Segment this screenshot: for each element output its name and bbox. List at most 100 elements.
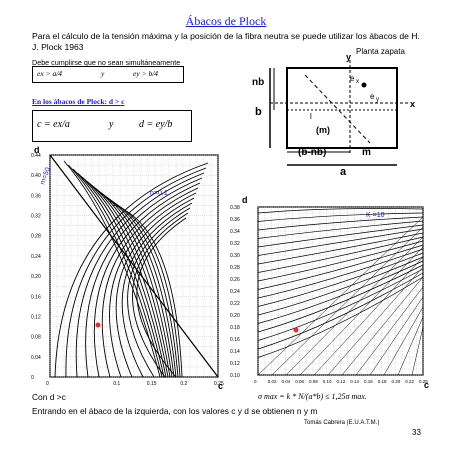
plan-label: Planta zapata bbox=[356, 47, 405, 56]
condition-note: Debe cumplirse que no sean simultáneamen… bbox=[32, 58, 181, 67]
right-curve-label: K =10 bbox=[366, 212, 385, 219]
right-ytick: 0.10 bbox=[230, 373, 240, 379]
left-m-curve bbox=[109, 192, 197, 378]
con-label: Con d >c bbox=[32, 392, 66, 402]
left-m-curve bbox=[121, 202, 193, 378]
left-m-curve bbox=[136, 217, 187, 378]
left-curve-label2: n=0.1 bbox=[150, 190, 168, 197]
left-m-curve bbox=[93, 182, 201, 378]
right-k-curve bbox=[257, 272, 424, 350]
left-ytick: 0.08 bbox=[31, 335, 41, 341]
left-xtick: 0.1 bbox=[113, 381, 120, 387]
left-m-curve bbox=[85, 177, 203, 378]
formula-box: c = ex/a y d = ey/b bbox=[32, 110, 192, 142]
neutral-axis-line bbox=[304, 74, 371, 144]
left-m-curve bbox=[132, 212, 189, 378]
right-xtick: 0.16 bbox=[364, 379, 373, 384]
right-ytick: 0.12 bbox=[230, 361, 240, 367]
load-point bbox=[361, 82, 367, 88]
formula-and: y bbox=[109, 119, 114, 130]
left-n-curve bbox=[113, 204, 183, 378]
right-radial-line bbox=[383, 306, 424, 376]
right-k-curve bbox=[257, 212, 424, 222]
right-ytick: 0.32 bbox=[230, 241, 240, 247]
right-xtick: 0.04 bbox=[282, 379, 291, 384]
right-k-curve bbox=[257, 224, 424, 248]
label-ey-sub: y bbox=[376, 97, 379, 103]
footer-line: Entrando en el ábaco de la izquierda, co… bbox=[32, 406, 318, 416]
label-l: l bbox=[310, 112, 312, 121]
right-ytick: 0.24 bbox=[230, 289, 240, 295]
left-ytick: 0 bbox=[31, 375, 34, 381]
label-nb: nb bbox=[252, 77, 264, 88]
right-k-curve bbox=[257, 252, 424, 307]
left-m-curve bbox=[75, 172, 205, 378]
left-marker-point bbox=[95, 322, 101, 328]
right-radial-line bbox=[313, 256, 424, 376]
label-x: x bbox=[410, 99, 415, 109]
right-ytick: 0.14 bbox=[230, 349, 240, 355]
label-y: y bbox=[346, 55, 351, 62]
left-n-curve bbox=[77, 172, 167, 378]
right-xtick: 0.02 bbox=[268, 379, 277, 384]
right-marker-point bbox=[293, 327, 299, 333]
label-ex: e bbox=[350, 74, 355, 83]
right-xtick: 0.10 bbox=[323, 379, 332, 384]
right-ytick: 0.36 bbox=[230, 217, 240, 223]
subtitle: En los ábacos de Plock: d > c bbox=[32, 97, 125, 106]
right-k-curve bbox=[257, 256, 424, 316]
left-abacus-chart: d c m=50 n=0.1 0.440.400.360.320.280.240… bbox=[31, 145, 224, 390]
right-k-curve bbox=[257, 240, 424, 282]
credit: Tomás Cabrera (E.U.A.T.M.) bbox=[304, 420, 380, 426]
right-radial-line bbox=[355, 286, 424, 376]
right-ytick: 0.26 bbox=[230, 277, 240, 283]
label-ey: e bbox=[370, 92, 375, 101]
right-k-curve bbox=[257, 220, 424, 239]
right-ytick: 0.28 bbox=[230, 265, 240, 271]
right-k-curve bbox=[257, 228, 424, 256]
right-radial-line bbox=[411, 326, 424, 376]
right-radial-line bbox=[327, 266, 424, 376]
right-k-curve bbox=[257, 216, 424, 231]
left-m-curve bbox=[127, 207, 191, 378]
right-ytick: 0.22 bbox=[230, 301, 240, 307]
right-k-curve bbox=[257, 232, 424, 265]
footing-plan-diagram: y x nb b (b-nb) m (m) e x e y l a bbox=[252, 55, 415, 175]
sigma-equation: σ max = k * N/(a*b) ≤ 1,25σ max. bbox=[258, 392, 367, 401]
right-k-curve bbox=[257, 260, 424, 324]
left-ytick: 0.20 bbox=[31, 274, 41, 280]
left-chart-ylabel: d bbox=[34, 145, 40, 155]
right-xtick: 0.12 bbox=[337, 379, 346, 384]
left-xtick: 0.15 bbox=[147, 381, 157, 387]
right-radial-line bbox=[299, 246, 424, 376]
left-ytick: 0.12 bbox=[31, 314, 41, 320]
left-ytick: 0.40 bbox=[31, 173, 41, 179]
left-ytick: 0.16 bbox=[31, 294, 41, 300]
right-radial-line bbox=[397, 316, 424, 376]
right-xtick: 0.22 bbox=[405, 379, 414, 384]
right-xtick: 0.25 bbox=[419, 379, 428, 384]
left-m-curve bbox=[101, 187, 199, 378]
left-ytick: 0.28 bbox=[31, 234, 41, 240]
right-chart-xlabel: c bbox=[424, 380, 429, 390]
right-radial-line bbox=[285, 236, 424, 376]
left-chart-xlabel: c bbox=[218, 381, 223, 390]
conditions-box: ex > a/4 y ey > b/4 bbox=[32, 66, 184, 83]
left-ytick: 0.24 bbox=[31, 254, 41, 260]
left-xtick: 0.25 bbox=[214, 381, 224, 387]
footing-outline bbox=[286, 67, 398, 149]
right-k-curve bbox=[257, 264, 424, 333]
right-k-curve bbox=[257, 244, 424, 290]
right-ytick: 0.30 bbox=[230, 253, 240, 259]
left-m-curve bbox=[54, 162, 209, 378]
left-m-curve bbox=[65, 167, 207, 378]
label-m: m bbox=[362, 147, 371, 158]
formula-d: d = ey/b bbox=[139, 119, 173, 130]
right-ytick: 0.16 bbox=[230, 337, 240, 343]
right-xtick: 0.06 bbox=[295, 379, 304, 384]
left-ytick: 0.32 bbox=[31, 214, 41, 220]
page-number: 33 bbox=[412, 428, 421, 437]
right-radial-line bbox=[369, 296, 424, 376]
condition-and: y bbox=[101, 69, 105, 78]
right-abacus-chart: d c K =10 0.38 0.36 0.34 0.32 0.30 0.28 0.26 0.… bbox=[230, 195, 429, 390]
